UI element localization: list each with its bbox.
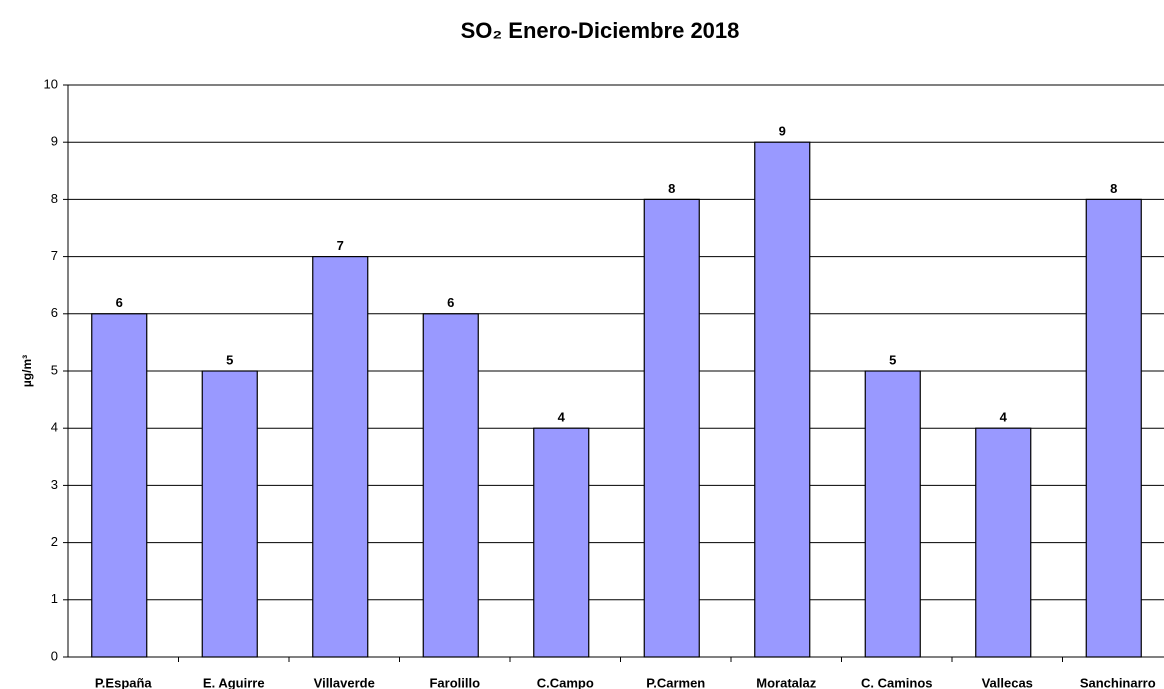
x-tick-label: P.España [95, 675, 153, 689]
y-tick-label: 4 [51, 420, 58, 435]
data-label: 8 [1110, 181, 1117, 196]
data-label: 5 [889, 352, 896, 367]
data-label: 5 [226, 352, 233, 367]
y-axis-label: µg/m³ [20, 355, 34, 387]
y-tick-label: 9 [51, 134, 58, 149]
bar [975, 427, 1032, 658]
bar [533, 427, 590, 658]
y-tick-label: 10 [44, 76, 58, 91]
bar [422, 313, 479, 658]
bar [864, 370, 921, 658]
x-tick-label: C.Campo [537, 675, 594, 689]
x-tick-label: Moratalaz [756, 675, 816, 689]
x-tick-label: E. Aguirre [203, 675, 265, 689]
y-tick-label: 7 [51, 248, 58, 263]
bar [91, 313, 148, 658]
y-tick-label: 0 [51, 648, 58, 663]
bar [643, 198, 700, 658]
bar [1085, 198, 1142, 658]
y-tick-label: 8 [51, 191, 58, 206]
y-tick-label: 3 [51, 477, 58, 492]
x-tick-label: Farolillo [429, 675, 480, 689]
data-label: 6 [447, 295, 454, 310]
data-label: 6 [116, 295, 123, 310]
y-tick-label: 6 [51, 305, 58, 320]
data-label: 4 [558, 410, 566, 425]
data-label: 4 [1000, 410, 1008, 425]
x-tick-label: Vallecas [982, 675, 1033, 689]
data-label: 7 [337, 238, 344, 253]
y-tick-label: 2 [51, 534, 58, 549]
x-tick-label: Villaverde [314, 675, 375, 689]
bar [201, 370, 258, 658]
x-tick-label: Sanchinarro [1080, 675, 1156, 689]
data-label: 8 [668, 181, 675, 196]
bar [754, 141, 811, 658]
data-label: 9 [779, 124, 786, 139]
x-tick-label: C. Caminos [861, 675, 933, 689]
x-tick-label: P.Carmen [646, 675, 705, 689]
y-tick-label: 1 [51, 591, 58, 606]
chart-title: SO₂ Enero-Diciembre 2018 [461, 18, 740, 43]
bar [312, 256, 369, 658]
y-tick-label: 5 [51, 362, 58, 377]
